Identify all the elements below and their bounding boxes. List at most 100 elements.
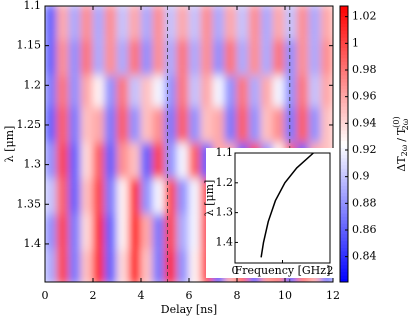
cb-num: ΔT (395, 156, 408, 172)
colorbar-frame (339, 5, 349, 283)
heatmap-cell (45, 75, 58, 111)
heatmap-cell (45, 249, 58, 282)
heatmap-cell (320, 75, 333, 111)
heatmap-cell (128, 75, 142, 111)
heatmap-cell (128, 142, 142, 179)
heatmap-cell (296, 107, 310, 143)
heatmap-cell (80, 142, 94, 179)
y-tick-label: 1.1 (24, 0, 42, 12)
heatmap-cell (92, 75, 106, 111)
heatmap-cell (116, 107, 130, 143)
colorbar-segment (340, 85, 348, 90)
colorbar-tick-label: 0.9 (352, 170, 370, 183)
heatmap-cell (176, 178, 190, 215)
inset-curve (260, 152, 314, 258)
colorbar-tick-label: 0.96 (352, 90, 377, 103)
x-tick-label: 8 (234, 289, 241, 302)
colorbar-segment (340, 109, 348, 114)
heatmap-cell (45, 6, 58, 40)
heatmap-cell (236, 75, 250, 111)
heatmap-cell (200, 107, 214, 143)
heatmap-cell (68, 178, 82, 215)
inset-x-tick-label: 2 (327, 264, 334, 277)
x-tick-label: 4 (138, 289, 145, 302)
heatmap-cell (56, 6, 70, 40)
colorbar-segment (340, 216, 348, 221)
inset-y-axis-label: λ [μm] (203, 180, 216, 217)
heatmap-cell (104, 214, 118, 250)
x-axis-label: Delay [ns] (161, 303, 217, 316)
inset-x-axis-label: Frequency [GHz] (235, 264, 331, 277)
heatmap-cell (188, 142, 202, 179)
heatmap-cell (176, 142, 190, 179)
x-tick-label: 2 (90, 289, 97, 302)
heatmap-cell (164, 142, 178, 179)
heatmap-cell (176, 107, 190, 143)
heatmap-cell (45, 107, 58, 143)
inset-label-bg (240, 264, 326, 277)
colorbar-segment (340, 57, 348, 62)
heatmap-cell (92, 178, 106, 215)
colorbar-segment (340, 206, 348, 211)
heatmap-cell (296, 6, 310, 40)
heatmap-cell (128, 249, 142, 282)
heatmap-cell (80, 249, 94, 282)
heatmap-cell (248, 107, 262, 143)
colorbar-segment (340, 237, 348, 242)
colorbar-segment (340, 47, 348, 52)
colorbar-segment (340, 133, 348, 138)
colorbar-segment (340, 250, 348, 255)
heatmap-cell (164, 39, 178, 76)
heatmap-cell (236, 107, 250, 143)
colorbar-tick-label: 1.02 (352, 10, 377, 23)
heatmap-cell (272, 107, 286, 143)
colorbar-tick-label: 1 (352, 36, 359, 49)
heatmap-cell (68, 39, 82, 76)
colorbar-segment (340, 33, 348, 38)
colorbar-segment (340, 81, 348, 86)
colorbar-segment (340, 75, 348, 79)
colorbar-segment (340, 23, 348, 28)
colorbar-segment (340, 188, 348, 193)
colorbar-segment (340, 178, 348, 183)
x-tick-label: 10 (278, 289, 292, 302)
y-tick-label: 1.4 (24, 237, 42, 250)
colorbar-segment (340, 119, 348, 124)
colorbar-tick-label: 0.94 (352, 116, 377, 129)
heatmap-cell (212, 107, 226, 143)
colorbar-segment (340, 192, 348, 197)
heatmap-cell (128, 178, 142, 215)
inset-y-tick-label: 1.2 (216, 176, 234, 189)
colorbar-segment (340, 199, 348, 204)
colorbar-segment (340, 95, 348, 100)
heatmap-cell (248, 75, 262, 111)
heatmap-cell (152, 75, 166, 111)
heatmap-cell (92, 107, 106, 143)
colorbar-segment (340, 43, 348, 48)
colorbar-segment (340, 195, 348, 200)
colorbar-tick-label: 0.92 (352, 143, 377, 156)
y-tick-label: 1.3 (24, 158, 42, 171)
colorbar-segment (340, 92, 348, 97)
heatmap-cell (164, 249, 178, 282)
heatmap-cell (320, 39, 333, 76)
heatmap-cell (140, 39, 154, 76)
inset-y-tick-label: 1.3 (216, 206, 234, 219)
colorbar-segment (340, 88, 348, 93)
heatmap-cell (188, 39, 202, 76)
inset-frame (234, 152, 331, 264)
heatmap-cell (56, 75, 70, 111)
heatmap-cell (296, 39, 310, 76)
colorbar-segment (340, 271, 348, 276)
heatmap-cell (272, 6, 286, 40)
heatmap-cell (188, 214, 202, 250)
heatmap-cell (272, 75, 286, 111)
heatmap-cell (56, 178, 70, 215)
colorbar-segment (340, 123, 348, 128)
heatmap-cell (56, 249, 70, 282)
heatmap-cell (68, 214, 82, 250)
heatmap-cell (80, 6, 94, 40)
heatmap-cell (272, 39, 286, 76)
colorbar-segment (340, 154, 348, 159)
heatmap-cell (104, 178, 118, 215)
